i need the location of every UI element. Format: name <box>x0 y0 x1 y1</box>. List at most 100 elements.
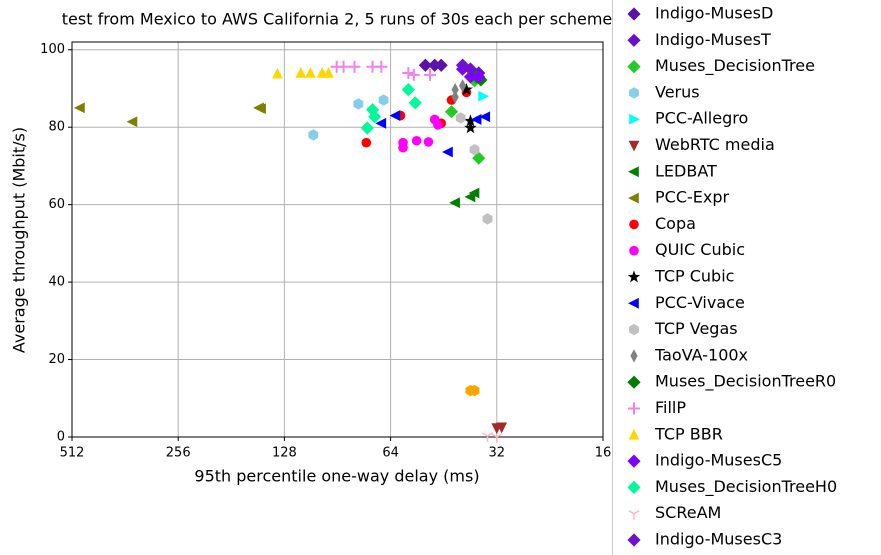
x-axis-label: 95th percentile one-way delay (ms) <box>194 467 479 486</box>
series <box>418 58 448 72</box>
series <box>465 384 480 397</box>
point <box>337 60 350 73</box>
point <box>305 66 316 78</box>
point <box>478 90 490 102</box>
point <box>433 120 443 130</box>
y-tick-label: 0 <box>57 430 65 445</box>
legend-label: QUIC Cubic <box>655 240 745 259</box>
point <box>628 166 639 178</box>
grid <box>71 42 604 438</box>
point <box>323 66 334 78</box>
point <box>378 94 389 106</box>
point <box>627 60 641 74</box>
point <box>423 68 436 81</box>
series <box>456 58 478 76</box>
point <box>464 114 477 127</box>
y-axis-label: Average throughput (Mbit/s) <box>10 127 29 353</box>
series <box>73 102 266 128</box>
point <box>472 70 486 84</box>
legend: Indigo-MusesD Indigo-MusesT Muses_Decision… <box>612 0 881 555</box>
point <box>365 103 380 117</box>
y-tick-label: 40 <box>48 275 65 290</box>
point <box>469 143 480 156</box>
point <box>628 428 640 440</box>
series <box>491 422 508 435</box>
point <box>496 422 508 434</box>
point <box>451 90 459 104</box>
point <box>470 114 482 125</box>
legend-label: Copa <box>655 214 696 233</box>
point <box>630 349 638 363</box>
point <box>459 79 467 93</box>
point <box>389 110 401 121</box>
legend-label: Verus <box>655 82 700 101</box>
point <box>423 137 434 147</box>
legend-label: TCP Cubic <box>654 267 734 286</box>
point <box>449 197 460 209</box>
point <box>628 192 639 204</box>
point <box>627 533 641 547</box>
point <box>348 60 361 73</box>
legend-label: Indigo-MusesC5 <box>655 451 782 470</box>
legend-label: Indigo-MusesC3 <box>655 530 782 549</box>
legend-label: LEDBAT <box>655 161 717 180</box>
legend-label: Indigo-MusesD <box>655 4 773 23</box>
legend-label: Muses_DecisionTreeR0 <box>655 372 836 392</box>
x-tick-label: 64 <box>382 446 399 461</box>
legend-label: PCC-Expr <box>655 188 730 207</box>
point <box>482 213 493 225</box>
point <box>627 7 641 21</box>
legend-label: PCC-Allegro <box>655 109 748 128</box>
point <box>628 297 639 309</box>
point <box>491 433 503 443</box>
x-tick-label: 256 <box>166 446 191 461</box>
legend-label: Muses_DecisionTree <box>655 56 815 76</box>
legend-label: SCReAM <box>655 503 721 522</box>
point <box>434 58 448 72</box>
legend-label: Indigo-MusesT <box>655 30 771 49</box>
legend-box <box>612 0 881 555</box>
point <box>468 187 480 199</box>
point <box>627 454 641 468</box>
series <box>398 114 443 153</box>
point <box>627 270 641 283</box>
plot-frame <box>71 41 604 438</box>
series <box>456 62 486 84</box>
point <box>401 83 415 97</box>
legend-label: TCP Vegas <box>654 319 738 338</box>
legend-label: TaoVA-100x <box>654 345 748 364</box>
x-tick-label: 128 <box>272 446 297 461</box>
point <box>411 135 422 146</box>
point <box>628 140 640 152</box>
point <box>629 323 639 336</box>
point <box>479 111 491 123</box>
point <box>353 98 364 110</box>
series <box>360 83 422 135</box>
point <box>126 116 138 128</box>
point <box>472 151 486 165</box>
chart-title: test from Mexico to AWS California 2, 5 … <box>62 10 613 29</box>
legend-label: TCP BBR <box>654 424 723 443</box>
series <box>451 79 467 104</box>
point <box>628 402 640 415</box>
point <box>629 87 639 99</box>
series <box>478 90 490 102</box>
point <box>627 375 641 389</box>
point <box>463 70 478 84</box>
point <box>375 117 387 129</box>
point <box>469 384 480 397</box>
legend-label: WebRTC media <box>655 135 775 154</box>
point <box>375 60 388 73</box>
y-tick-label: 20 <box>48 352 65 367</box>
x-tick-label: 512 <box>60 446 85 461</box>
series <box>308 94 389 141</box>
point <box>398 137 408 148</box>
point <box>255 103 266 115</box>
point <box>451 83 459 97</box>
point <box>629 113 640 125</box>
series <box>449 187 480 209</box>
point <box>464 121 477 134</box>
point <box>360 121 374 135</box>
point <box>442 146 453 158</box>
